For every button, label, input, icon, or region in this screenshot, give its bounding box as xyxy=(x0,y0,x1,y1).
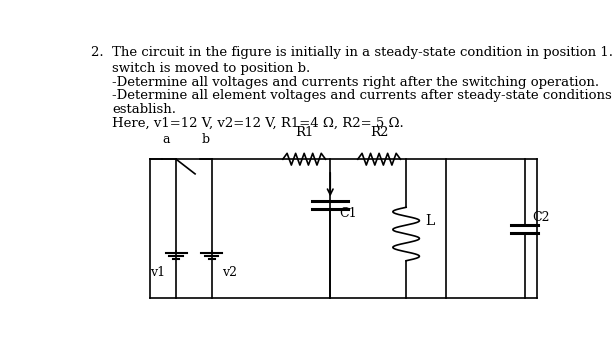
Text: R1: R1 xyxy=(295,126,313,139)
Text: switch is moved to position b.: switch is moved to position b. xyxy=(112,62,310,75)
Text: v1: v1 xyxy=(151,266,166,279)
Text: Here, v1=12 V, v2=12 V, R1=4 Ω, R2= 5 Ω.: Here, v1=12 V, v2=12 V, R1=4 Ω, R2= 5 Ω. xyxy=(112,117,404,130)
Text: C1: C1 xyxy=(339,207,356,220)
Text: establish.: establish. xyxy=(112,103,176,116)
Text: R2: R2 xyxy=(370,126,388,139)
Text: -Determine all voltages and currents right after the switching operation.: -Determine all voltages and currents rig… xyxy=(112,76,599,88)
Text: -Determine all element voltages and currents after steady-state conditions are a: -Determine all element voltages and curr… xyxy=(112,90,612,102)
Text: 2.  The circuit in the figure is initially in a steady-state condition in positi: 2. The circuit in the figure is initiall… xyxy=(91,46,612,59)
Text: L: L xyxy=(425,214,435,228)
Text: b: b xyxy=(202,133,210,146)
Text: a: a xyxy=(162,133,170,146)
Text: v2: v2 xyxy=(222,266,237,279)
Text: C2: C2 xyxy=(532,211,550,225)
